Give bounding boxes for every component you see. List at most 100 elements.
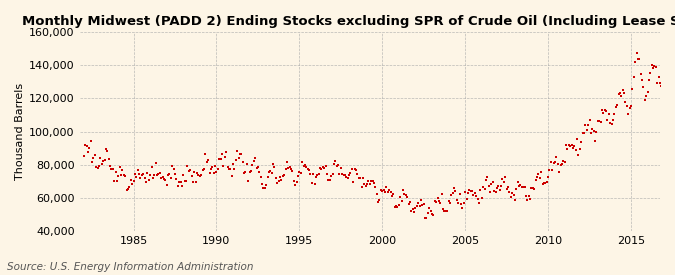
Point — [280, 167, 291, 171]
Point — [341, 175, 352, 179]
Point — [265, 169, 276, 173]
Point — [634, 57, 645, 61]
Point — [198, 167, 209, 171]
Point — [284, 165, 295, 169]
Point — [130, 172, 140, 177]
Point — [115, 173, 126, 178]
Point — [475, 188, 486, 192]
Point — [258, 186, 269, 190]
Point — [222, 164, 233, 169]
Point — [192, 170, 202, 175]
Point — [140, 180, 151, 184]
Point — [471, 193, 482, 198]
Point — [399, 192, 410, 196]
Point — [294, 169, 304, 174]
Point — [219, 155, 230, 159]
Point — [584, 117, 595, 122]
Point — [288, 179, 299, 184]
Point — [651, 65, 661, 70]
Point — [229, 167, 240, 171]
Point — [593, 119, 603, 123]
Point — [242, 162, 252, 166]
Point — [533, 172, 544, 177]
Point — [406, 208, 416, 213]
Point — [547, 167, 558, 172]
Point — [566, 143, 577, 148]
Point — [608, 117, 618, 122]
Point — [612, 103, 622, 107]
Point — [551, 155, 562, 159]
Point — [524, 197, 535, 201]
Point — [418, 202, 429, 206]
Point — [92, 166, 103, 170]
Point — [97, 162, 107, 166]
Point — [269, 165, 280, 170]
Point — [421, 216, 432, 220]
Point — [214, 156, 225, 161]
Point — [369, 181, 379, 186]
Point — [503, 185, 514, 189]
Point — [609, 112, 620, 116]
Point — [414, 204, 425, 208]
Point — [555, 162, 566, 167]
Point — [304, 168, 315, 172]
Point — [610, 104, 621, 109]
Point — [458, 201, 469, 205]
Point — [243, 178, 254, 183]
Point — [86, 160, 97, 164]
Point — [394, 203, 404, 207]
Point — [431, 200, 441, 204]
Point — [383, 189, 394, 194]
Point — [155, 171, 165, 175]
Point — [396, 199, 407, 204]
Point — [239, 170, 250, 175]
Point — [131, 175, 142, 180]
Point — [494, 187, 505, 192]
Point — [197, 168, 208, 172]
Point — [132, 168, 143, 172]
Point — [523, 194, 534, 199]
Point — [624, 106, 635, 111]
Point — [541, 180, 552, 184]
Point — [263, 169, 274, 174]
Point — [205, 167, 216, 172]
Point — [331, 163, 342, 168]
Point — [225, 166, 236, 171]
Point — [149, 173, 160, 177]
Point — [337, 172, 348, 176]
Point — [180, 178, 190, 183]
Point — [556, 162, 567, 166]
Point — [80, 143, 90, 147]
Point — [218, 164, 229, 168]
Point — [373, 200, 383, 204]
Point — [367, 179, 378, 183]
Point — [448, 191, 458, 196]
Point — [153, 172, 164, 176]
Point — [626, 104, 637, 108]
Point — [273, 179, 284, 183]
Point — [213, 167, 223, 172]
Point — [370, 185, 381, 189]
Point — [78, 154, 89, 158]
Point — [360, 183, 371, 188]
Point — [479, 187, 490, 192]
Point — [290, 183, 300, 188]
Point — [379, 190, 390, 194]
Point — [416, 198, 427, 202]
Point — [606, 121, 617, 126]
Point — [113, 174, 124, 178]
Point — [147, 176, 158, 180]
Point — [568, 145, 578, 150]
Point — [181, 179, 192, 184]
Point — [286, 166, 296, 171]
Point — [319, 165, 329, 170]
Point — [102, 148, 113, 153]
Point — [173, 180, 184, 184]
Point — [136, 173, 147, 177]
Point — [520, 194, 531, 198]
Point — [590, 139, 601, 143]
Point — [653, 74, 664, 79]
Point — [209, 171, 219, 175]
Point — [587, 127, 597, 131]
Point — [250, 156, 261, 160]
